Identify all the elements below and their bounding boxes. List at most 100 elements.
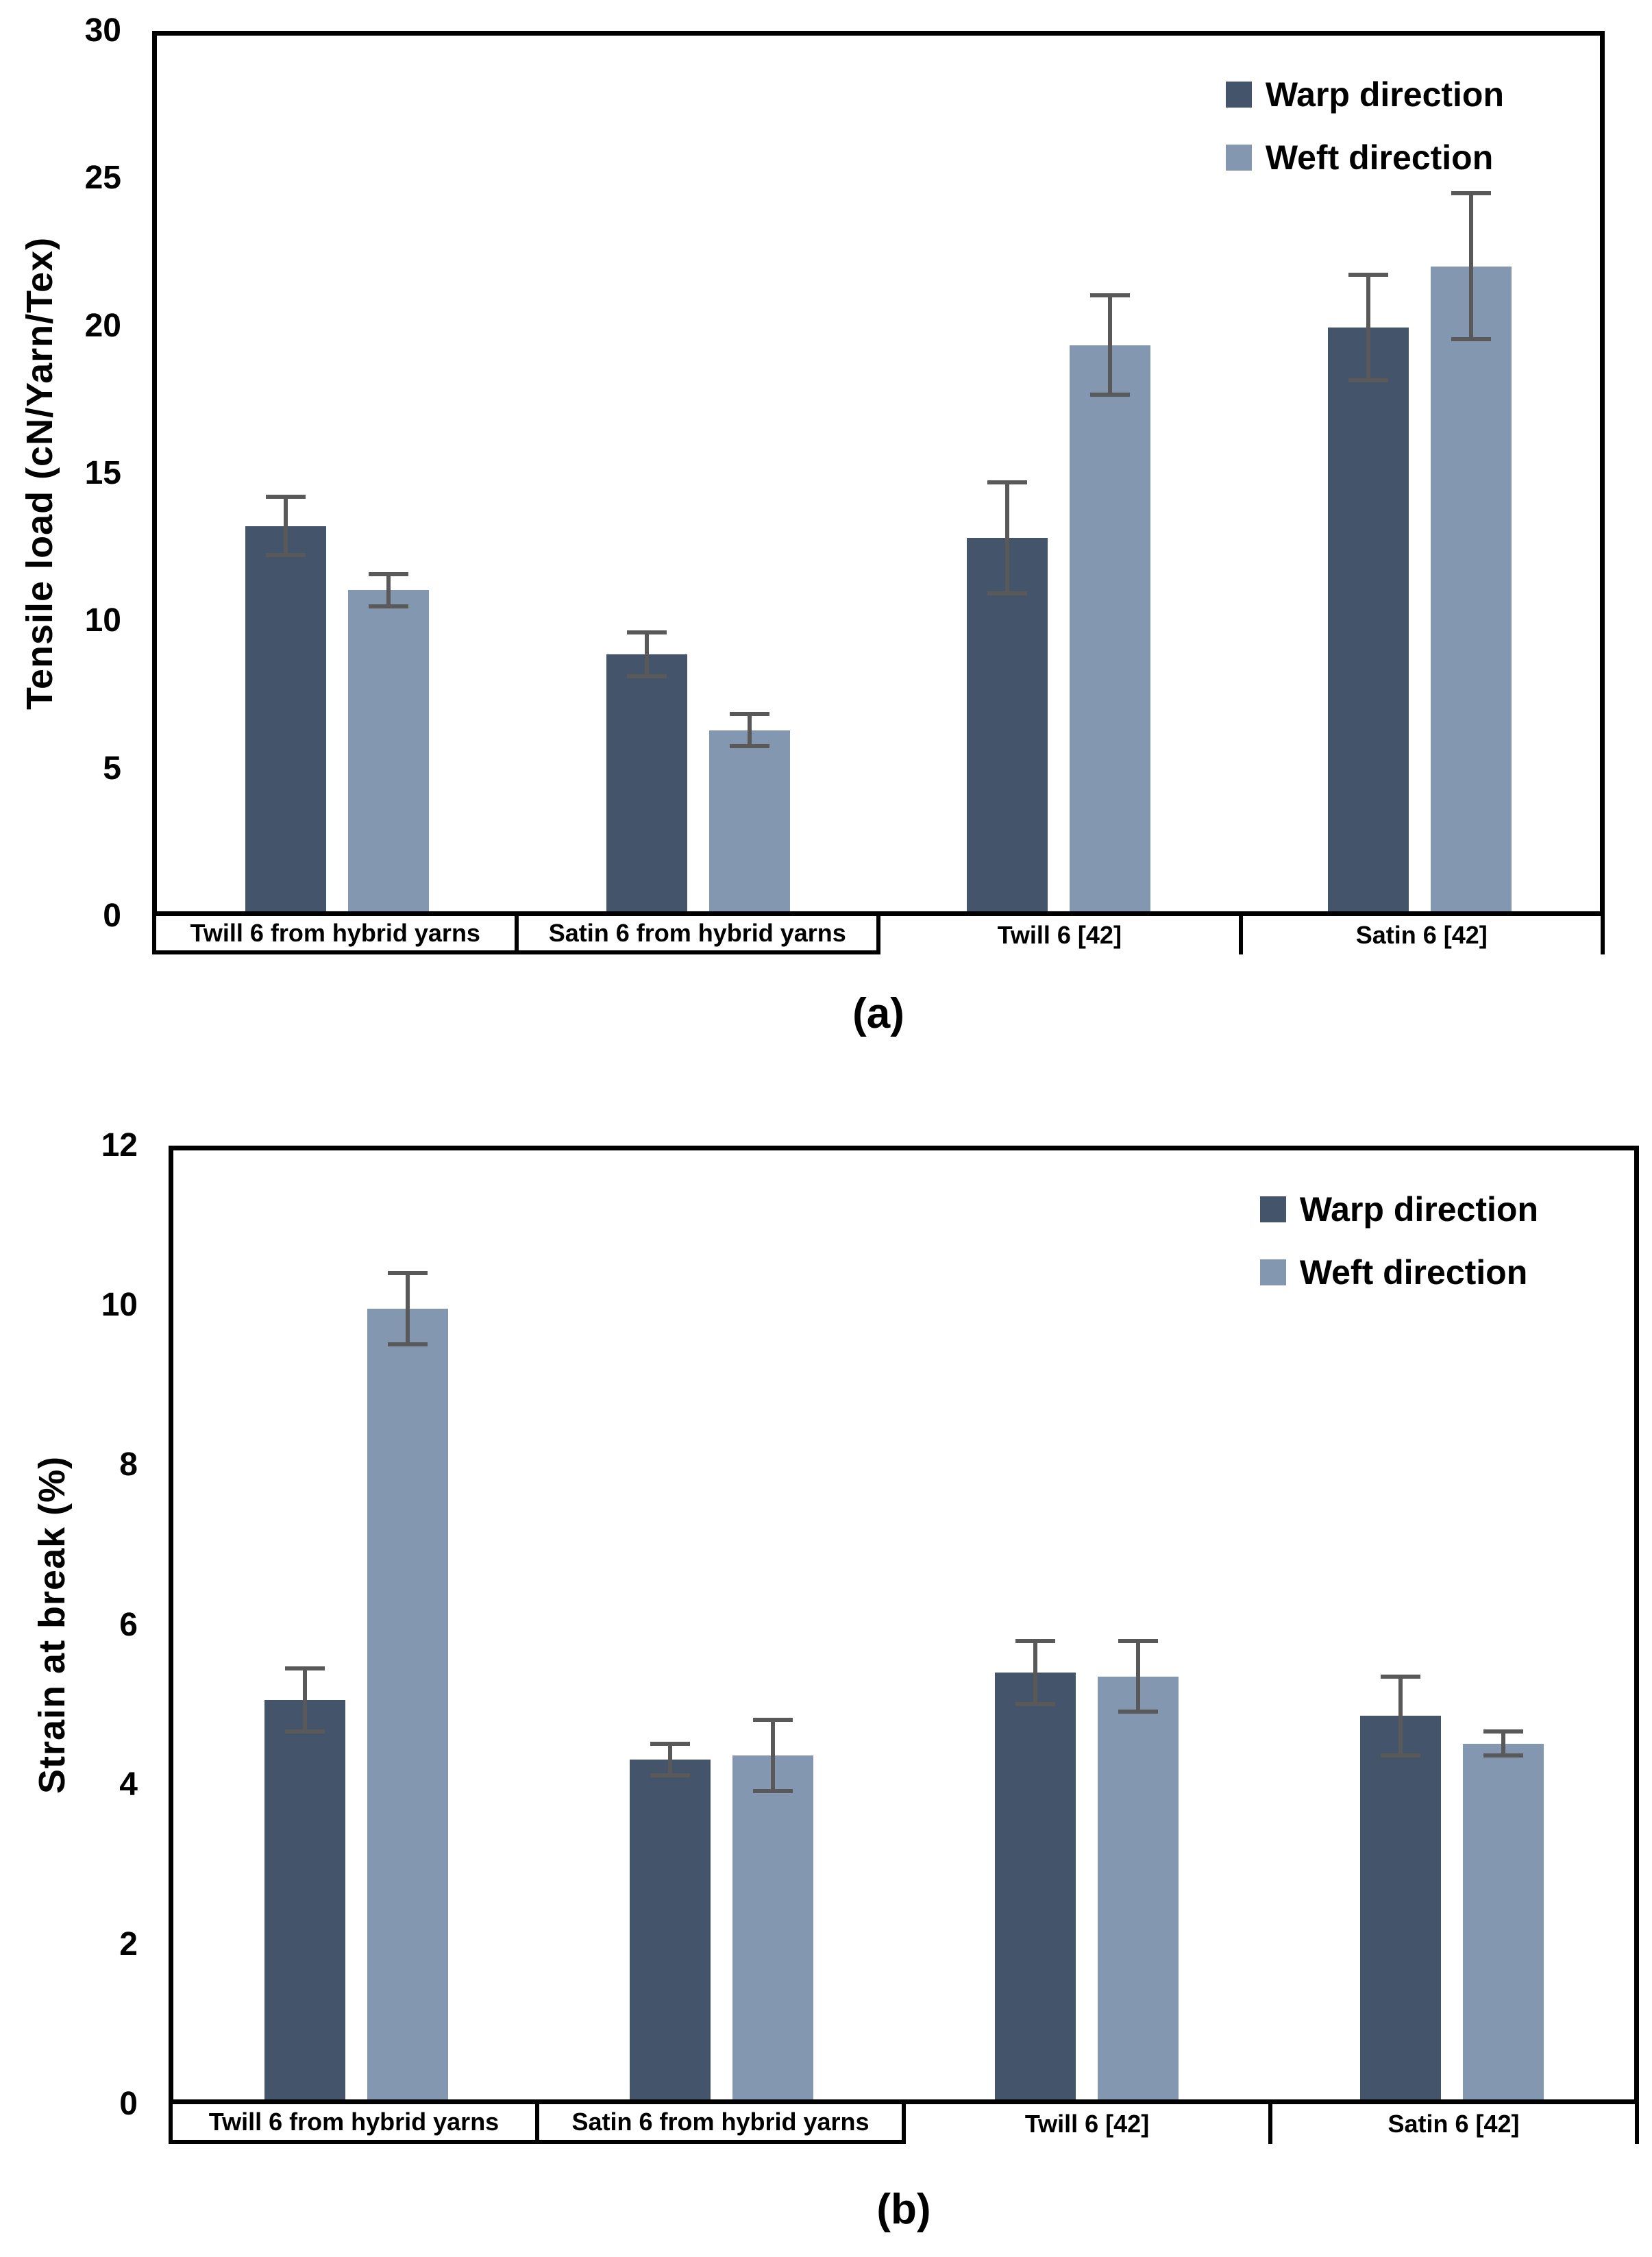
error-bar-cap-top [266,495,306,500]
bar-slot [348,36,430,911]
chart-b-strain-at-break: Strain at break (%) 0 2 4 6 8 10 12 Warp direc… [0,1127,1652,2257]
error-bar-cap-bottom [1380,1753,1420,1758]
error-bar-line [1033,1640,1037,1704]
bar-weft-direction [1070,345,1151,911]
bar-slot [1359,1150,1441,2099]
bar-slot [606,36,687,911]
error-bar-cap-bottom [1015,1701,1055,1706]
bar-warp-direction [629,1759,711,2099]
error-bar-line [1005,482,1010,593]
x-category-label-twill-6-from-hybrid-yarns: Twill 6 from hybrid yarns [169,2104,539,2144]
bar-slot [264,1150,345,2099]
y-tick-label-4: 4 [119,1766,138,1803]
error-bar-cap-bottom [1348,378,1388,382]
error-bar-cap-top [729,712,769,717]
error-bar-cap-bottom [650,1773,690,1777]
bar-slot [1097,1150,1179,2099]
x-category-label-twill-6-42: Twill 6 [42] [880,916,1243,954]
error-bar-line [770,1720,775,1791]
category-group-satin-6-42 [1240,36,1601,911]
error-bar-cap-top [1483,1729,1523,1734]
error-bar-line [1135,1640,1140,1712]
error-bar-cap-bottom [1451,337,1491,342]
y-tick-label-30: 30 [84,12,121,49]
error-bar-cap-top [650,1741,690,1746]
error-bar-line [302,1668,307,1732]
error-bar-cap-bottom [1483,1753,1523,1758]
bar-weft-direction [367,1308,448,2099]
y-tick-label-2: 2 [119,1925,138,1962]
error-bar-cap-top [387,1270,428,1275]
y-tick-label-5: 5 [103,750,121,787]
error-bar-cap-top [369,571,409,576]
bar-weft-direction [1097,1676,1179,2099]
bars-layer [157,36,1600,911]
error-bar-cap-bottom [387,1342,428,1346]
legend-swatch-weft-direction [1225,145,1252,171]
y-axis-tick-labels: 0 2 4 6 8 10 12 [0,1127,150,2122]
bar-weft-direction [1430,266,1512,911]
bar-slot [367,1150,448,2099]
category-group-satin-6-from-hybrid-yarns [518,36,879,911]
legend-label: Warp direction [1299,1190,1538,1229]
bar-warp-direction [994,1672,1076,2099]
error-bar-cap-top [626,630,667,635]
legend-swatch-warp-direction [1259,1196,1286,1222]
category-group-twill-6-42 [878,36,1240,911]
category-group-twill-6-from-hybrid-yarns [157,36,518,911]
y-tick-label-8: 8 [119,1446,138,1483]
error-bar-cap-bottom [284,1729,325,1734]
error-bar-line [644,632,649,677]
category-group-satin-6-42 [1269,1150,1634,2099]
y-tick-label-0: 0 [119,2086,138,2122]
error-bar-line [1108,295,1113,395]
error-bar-cap-top [987,480,1028,484]
bar-warp-direction [606,654,687,911]
legend-item-weft-direction: Weft direction [1259,1253,1538,1292]
y-tick-label-15: 15 [84,455,121,491]
x-axis-category-labels: Twill 6 from hybrid yarns Satin 6 from hy… [169,2104,1639,2144]
x-category-label-satin-6-from-hybrid-yarns: Satin 6 from hybrid yarns [518,916,880,954]
x-category-label-satin-6-42: Satin 6 [42] [1243,916,1605,954]
error-bar-cap-bottom [987,591,1028,595]
error-bar-cap-top [1451,191,1491,196]
legend-label: Weft direction [1299,1253,1528,1292]
y-tick-label-0: 0 [103,898,121,934]
error-bar-line [1366,275,1370,380]
bar-weft-direction [708,730,790,911]
legend-label: Warp direction [1265,75,1504,114]
y-tick-label-12: 12 [101,1127,138,1163]
error-bar-cap-bottom [729,744,769,749]
y-tick-label-20: 20 [84,307,121,344]
legend-item-weft-direction: Weft direction [1225,140,1504,175]
legend-swatch-weft-direction [1259,1259,1286,1285]
error-bar-cap-top [1380,1674,1420,1679]
legend-item-warp-direction: Warp direction [1225,75,1504,114]
error-bar-line [1398,1676,1403,1755]
x-category-label-twill-6-42: Twill 6 [42] [906,2104,1272,2144]
bar-weft-direction [348,590,430,911]
plot-area: Warp direction Weft direction [152,31,1605,916]
subfigure-caption-a: (a) [852,990,904,1037]
bar-slot [994,1150,1076,2099]
legend: Warp direction Weft direction [1225,75,1504,175]
bar-slot [1327,36,1409,911]
error-bar-line [747,714,752,747]
error-bar-line [1501,1731,1505,1755]
error-bar-line [667,1743,672,1775]
legend: Warp direction Weft direction [1259,1190,1538,1292]
bar-slot [1462,1150,1544,2099]
y-tick-label-10: 10 [101,1287,138,1324]
legend-swatch-warp-direction [1225,82,1252,108]
bar-slot [967,36,1048,911]
bar-slot [245,36,327,911]
bar-warp-direction [1327,328,1409,911]
error-bar-cap-top [1015,1638,1055,1643]
bar-slot [1430,36,1512,911]
error-bar-cap-bottom [266,553,306,558]
category-group-satin-6-from-hybrid-yarns [539,1150,904,2099]
error-bar-cap-top [1118,1638,1158,1643]
y-tick-label-6: 6 [119,1606,138,1643]
error-bar-cap-bottom [1090,392,1131,397]
